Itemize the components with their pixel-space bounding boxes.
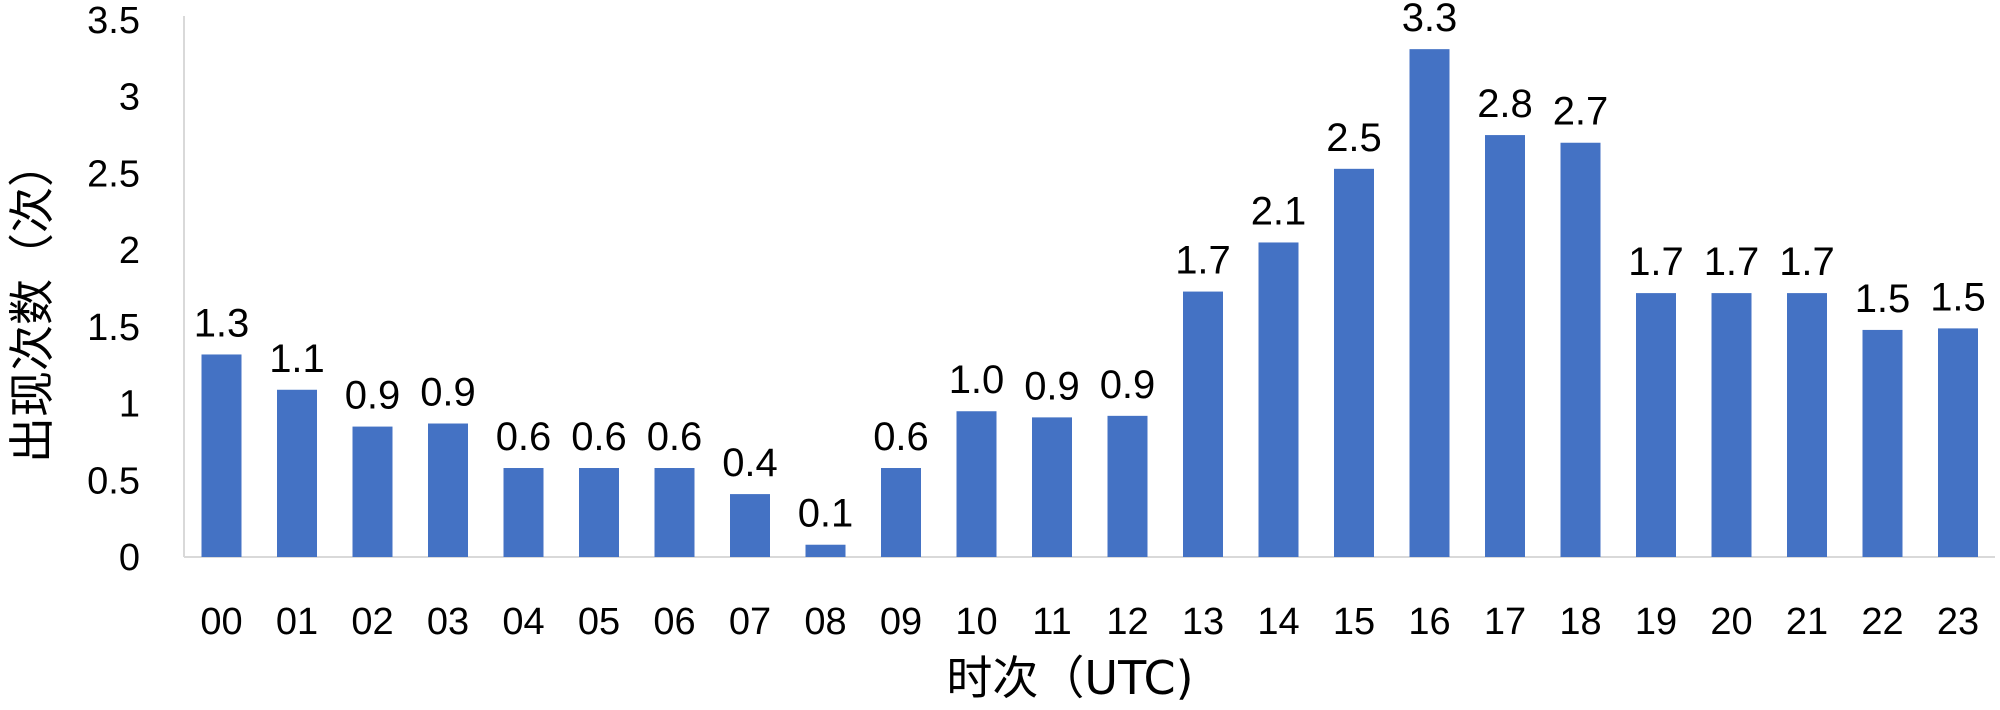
bar bbox=[277, 389, 317, 557]
x-tick-label: 21 bbox=[1786, 601, 1828, 643]
bar bbox=[352, 426, 393, 557]
data-label: 1.3 bbox=[194, 301, 250, 345]
y-axis bbox=[183, 16, 1995, 558]
bar bbox=[1409, 49, 1450, 557]
data-label: 1.7 bbox=[1704, 240, 1760, 284]
x-tick-label: 03 bbox=[427, 601, 469, 643]
data-label: 1.1 bbox=[269, 337, 325, 381]
data-label: 1.5 bbox=[1855, 277, 1911, 321]
x-tick-label: 13 bbox=[1182, 601, 1224, 643]
x-tick-label: 02 bbox=[351, 601, 393, 643]
x-tick-label: 16 bbox=[1408, 601, 1450, 643]
y-axis-title: 出现次数（次） bbox=[5, 141, 59, 463]
bar bbox=[1334, 168, 1374, 557]
data-label: 0.4 bbox=[722, 441, 778, 485]
bar bbox=[654, 468, 695, 557]
bar bbox=[1787, 293, 1827, 557]
bar bbox=[730, 494, 770, 557]
x-tick-label: 17 bbox=[1484, 601, 1526, 643]
bar bbox=[503, 468, 544, 557]
x-tick-label: 00 bbox=[200, 601, 242, 643]
x-tick-label: 22 bbox=[1861, 601, 1903, 643]
data-label: 1.5 bbox=[1930, 275, 1986, 319]
y-tick-label: 3 bbox=[119, 77, 140, 119]
data-label: 1.7 bbox=[1628, 240, 1684, 284]
data-label: 0.9 bbox=[345, 374, 401, 418]
data-label: 0.6 bbox=[647, 415, 703, 459]
data-label: 3.3 bbox=[1402, 0, 1458, 40]
x-tick-label: 04 bbox=[502, 601, 544, 643]
bar bbox=[1107, 415, 1148, 557]
x-tick-label: 08 bbox=[804, 601, 846, 643]
bar bbox=[1183, 291, 1223, 557]
x-tick-label: 10 bbox=[955, 601, 997, 643]
bar bbox=[428, 423, 468, 557]
x-tick-label: 18 bbox=[1559, 601, 1601, 643]
x-axis-title: 时次（UTC) bbox=[946, 651, 1193, 705]
bar bbox=[1485, 135, 1525, 558]
data-label: 0.1 bbox=[798, 492, 854, 536]
data-label: 1.7 bbox=[1175, 239, 1231, 283]
bar bbox=[201, 354, 242, 557]
data-label: 1.7 bbox=[1779, 240, 1835, 284]
data-labels: 1.3 1.1 0.9 0.9 0.6 0.6 0.6 0.4 0.1 0.6 1.0 0.9 0.9 1… bbox=[194, 0, 1986, 536]
data-label: 0.6 bbox=[571, 415, 627, 459]
x-tick-label: 11 bbox=[1032, 601, 1071, 643]
bar bbox=[1938, 328, 1978, 557]
bar bbox=[1711, 293, 1752, 557]
data-label: 2.5 bbox=[1326, 116, 1382, 160]
data-label: 0.6 bbox=[496, 415, 552, 459]
x-tick-label: 12 bbox=[1106, 601, 1148, 643]
bar bbox=[956, 411, 997, 557]
x-tick-label: 23 bbox=[1937, 601, 1979, 643]
bar bbox=[1032, 417, 1072, 557]
data-label: 2.1 bbox=[1251, 189, 1307, 233]
y-tick-label: 2 bbox=[119, 230, 140, 272]
data-label: 2.7 bbox=[1553, 90, 1609, 134]
data-label: 1.0 bbox=[949, 358, 1005, 402]
y-tick-labels: 0 0.5 1 1.5 2 2.5 3 3.5 bbox=[87, 0, 140, 579]
x-tick-label: 15 bbox=[1333, 601, 1375, 643]
y-tick-label: 0 bbox=[119, 537, 140, 579]
x-tick-label: 19 bbox=[1635, 601, 1677, 643]
bar bbox=[881, 468, 921, 557]
bar bbox=[1862, 329, 1903, 557]
y-tick-label: 0.5 bbox=[87, 460, 140, 502]
y-tick-label: 3.5 bbox=[87, 0, 140, 42]
y-tick-label: 1.5 bbox=[87, 307, 140, 349]
y-tick-label: 2.5 bbox=[87, 153, 140, 195]
x-tick-label: 09 bbox=[880, 601, 922, 643]
x-tick-label: 14 bbox=[1257, 601, 1299, 643]
data-label: 2.8 bbox=[1477, 82, 1533, 126]
data-label: 0.9 bbox=[1024, 364, 1080, 408]
bar bbox=[1258, 242, 1299, 557]
data-label: 0.6 bbox=[873, 415, 929, 459]
x-tick-label: 05 bbox=[578, 601, 620, 643]
bar bbox=[805, 544, 846, 557]
bar bbox=[1636, 293, 1676, 557]
x-tick-label: 06 bbox=[653, 601, 695, 643]
x-tick-label: 01 bbox=[276, 601, 318, 643]
y-tick-label: 1 bbox=[119, 384, 140, 426]
data-label: 0.9 bbox=[1100, 363, 1156, 407]
x-tick-label: 20 bbox=[1710, 601, 1752, 643]
bars bbox=[201, 49, 1978, 558]
x-tick-label: 07 bbox=[729, 601, 771, 643]
x-tick-labels: 00 01 02 03 04 05 06 07 08 09 10 11 12 13 14 15 16 17 18 19… bbox=[200, 601, 1979, 643]
bar bbox=[1560, 142, 1601, 557]
data-label: 0.9 bbox=[420, 371, 476, 415]
bar bbox=[579, 468, 619, 557]
